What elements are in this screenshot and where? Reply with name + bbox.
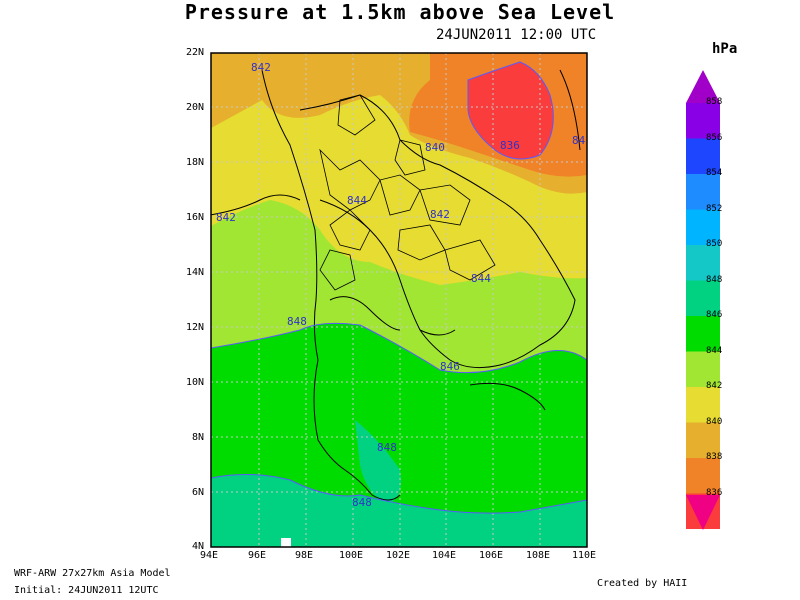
colorbar-label: 846 (706, 310, 723, 320)
contour-label: 842 (430, 208, 450, 221)
colorbar-label: 850 (706, 239, 723, 249)
lon-label: 110E (572, 550, 597, 561)
colorbar-cell (686, 422, 720, 458)
colorbar-cell (686, 245, 720, 281)
colorbar-bottom-arrow (686, 495, 720, 530)
colorbar-cell (686, 138, 720, 174)
graticule (211, 53, 587, 547)
colorbar-cell (686, 458, 720, 494)
contour-label: 848 (287, 315, 307, 328)
map-frame (210, 52, 588, 548)
lon-label: 100E (339, 550, 364, 561)
contour-label: 848 (352, 496, 372, 509)
contour-label: 842 (216, 211, 236, 224)
colorbar-cell (686, 103, 720, 139)
lat-label: 18N (186, 157, 205, 168)
colorbar-label: 848 (706, 274, 723, 285)
colorbar-label: 844 (706, 345, 723, 356)
lat-label: 22N (186, 47, 205, 58)
contour-label: 840 (425, 141, 445, 154)
colorbar-label: 842 (706, 381, 723, 391)
map-field (211, 53, 587, 547)
lat-label: 14N (186, 267, 205, 278)
lat-label: 10N (186, 377, 205, 388)
contour-label: 844 (471, 272, 491, 285)
credit: Created by HAII (597, 578, 688, 589)
contour-label: 844 (347, 194, 367, 207)
colorbar-cell (686, 209, 720, 245)
lon-label: 106E (479, 550, 504, 561)
lat-label: 12N (186, 322, 205, 333)
colorbar-cell (686, 316, 720, 352)
contour-label: 84 (572, 134, 586, 147)
colorbar-cell (686, 387, 720, 423)
colorbar-cell (686, 351, 720, 387)
map-subtitle: 24JUN2011 12:00 UTC (436, 27, 597, 43)
colorbar-label: 858 (706, 97, 723, 107)
model-name: WRF-ARW 27x27km Asia Model (14, 568, 171, 579)
lon-label: 96E (248, 550, 267, 561)
colorbar-label: 838 (706, 452, 723, 462)
lon-label: 98E (295, 550, 314, 561)
contour-label: 836 (500, 139, 520, 152)
lat-label: 16N (186, 212, 205, 223)
colorbar-label: 856 (706, 132, 723, 143)
colorbar-unit: hPa (712, 41, 738, 57)
lat-label: 6N (192, 487, 205, 498)
lat-label: 20N (186, 102, 205, 113)
lat-label: 8N (192, 432, 205, 443)
colorbar-top-arrow (686, 70, 720, 103)
colorbar (686, 70, 720, 530)
colorbar-label: 854 (706, 168, 723, 178)
lon-label: 108E (526, 550, 551, 561)
initial-time: Initial: 24JUN2011 12UTC (14, 585, 159, 596)
province-borders (319, 94, 496, 291)
colorbar-label: 836 (706, 487, 723, 498)
contour-label: 848 (377, 441, 397, 454)
coastlines (211, 69, 581, 501)
colorbar-cell (686, 280, 720, 316)
lat-label: 4N (192, 541, 205, 552)
colorbar-cells (686, 103, 720, 529)
colorbar-cell (686, 174, 720, 210)
map-title: Pressure at 1.5km above Sea Level (184, 0, 616, 24)
colorbar-label: 840 (706, 416, 723, 427)
lon-label: 102E (386, 550, 411, 561)
contour-label: 842 (251, 61, 271, 74)
lon-label: 104E (432, 550, 457, 561)
contour-label: 846 (440, 360, 460, 373)
lon-label: 94E (200, 550, 219, 561)
colorbar-label: 852 (706, 203, 723, 214)
isobars (211, 61, 587, 514)
